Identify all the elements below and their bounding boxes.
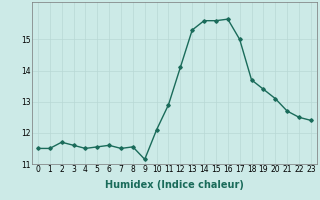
X-axis label: Humidex (Indice chaleur): Humidex (Indice chaleur): [105, 180, 244, 190]
